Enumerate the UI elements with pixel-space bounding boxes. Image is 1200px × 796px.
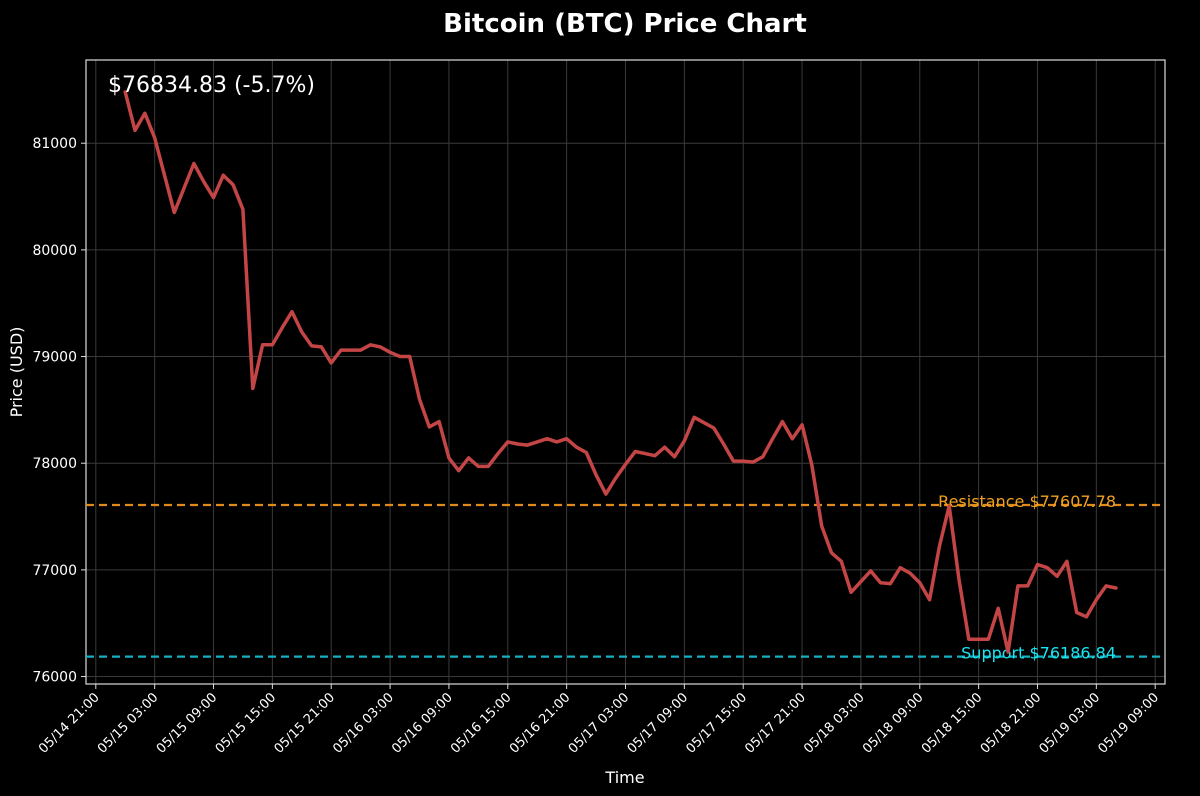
x-tick-label: 05/18 03:00 xyxy=(801,690,868,757)
x-tick-label: 05/16 09:00 xyxy=(389,690,456,757)
x-tick-label: 05/14 21:00 xyxy=(36,690,103,757)
x-tick-label: 05/19 09:00 xyxy=(1096,690,1163,757)
y-axis-ticks: 76000 77000 78000 79000 80000 81000 xyxy=(32,136,86,686)
price-line xyxy=(123,90,1118,654)
x-tick-label: 05/16 15:00 xyxy=(448,690,515,757)
y-tick-label: 81000 xyxy=(32,136,77,152)
x-tick-label: 05/18 21:00 xyxy=(978,690,1045,757)
x-tick-label: 05/15 09:00 xyxy=(154,690,221,757)
y-tick-label: 78000 xyxy=(32,456,77,472)
x-tick-label: 05/16 21:00 xyxy=(507,690,574,757)
y-tick-label: 80000 xyxy=(32,243,77,259)
y-tick-label: 79000 xyxy=(32,350,77,366)
x-tick-label: 05/17 09:00 xyxy=(625,690,692,757)
x-axis-label: Time xyxy=(604,768,644,787)
level-lines: Resistance $77607.78 Support $76186.84 xyxy=(86,492,1165,663)
resistance-label: Resistance $77607.78 xyxy=(938,492,1116,511)
price-change-label: $76834.83 (-5.7%) xyxy=(108,73,315,98)
grid-lines xyxy=(86,60,1165,684)
x-tick-label: 05/17 21:00 xyxy=(742,690,809,757)
x-tick-label: 05/15 03:00 xyxy=(95,690,162,757)
x-tick-label: 05/16 03:00 xyxy=(330,690,397,757)
y-tick-label: 77000 xyxy=(32,563,77,579)
y-axis-label: Price (USD) xyxy=(7,327,26,418)
chart-title: Bitcoin (BTC) Price Chart xyxy=(443,9,807,39)
x-tick-label: 05/18 09:00 xyxy=(860,690,927,757)
x-tick-label: 05/15 21:00 xyxy=(272,690,339,757)
x-tick-label: 05/17 15:00 xyxy=(684,690,751,757)
x-tick-label: 05/18 15:00 xyxy=(919,690,986,757)
y-tick-label: 76000 xyxy=(32,670,77,686)
x-tick-label: 05/19 03:00 xyxy=(1037,690,1104,757)
x-tick-label: 05/15 15:00 xyxy=(213,690,280,757)
x-tick-label: 05/17 03:00 xyxy=(566,690,633,757)
support-label: Support $76186.84 xyxy=(961,644,1116,663)
